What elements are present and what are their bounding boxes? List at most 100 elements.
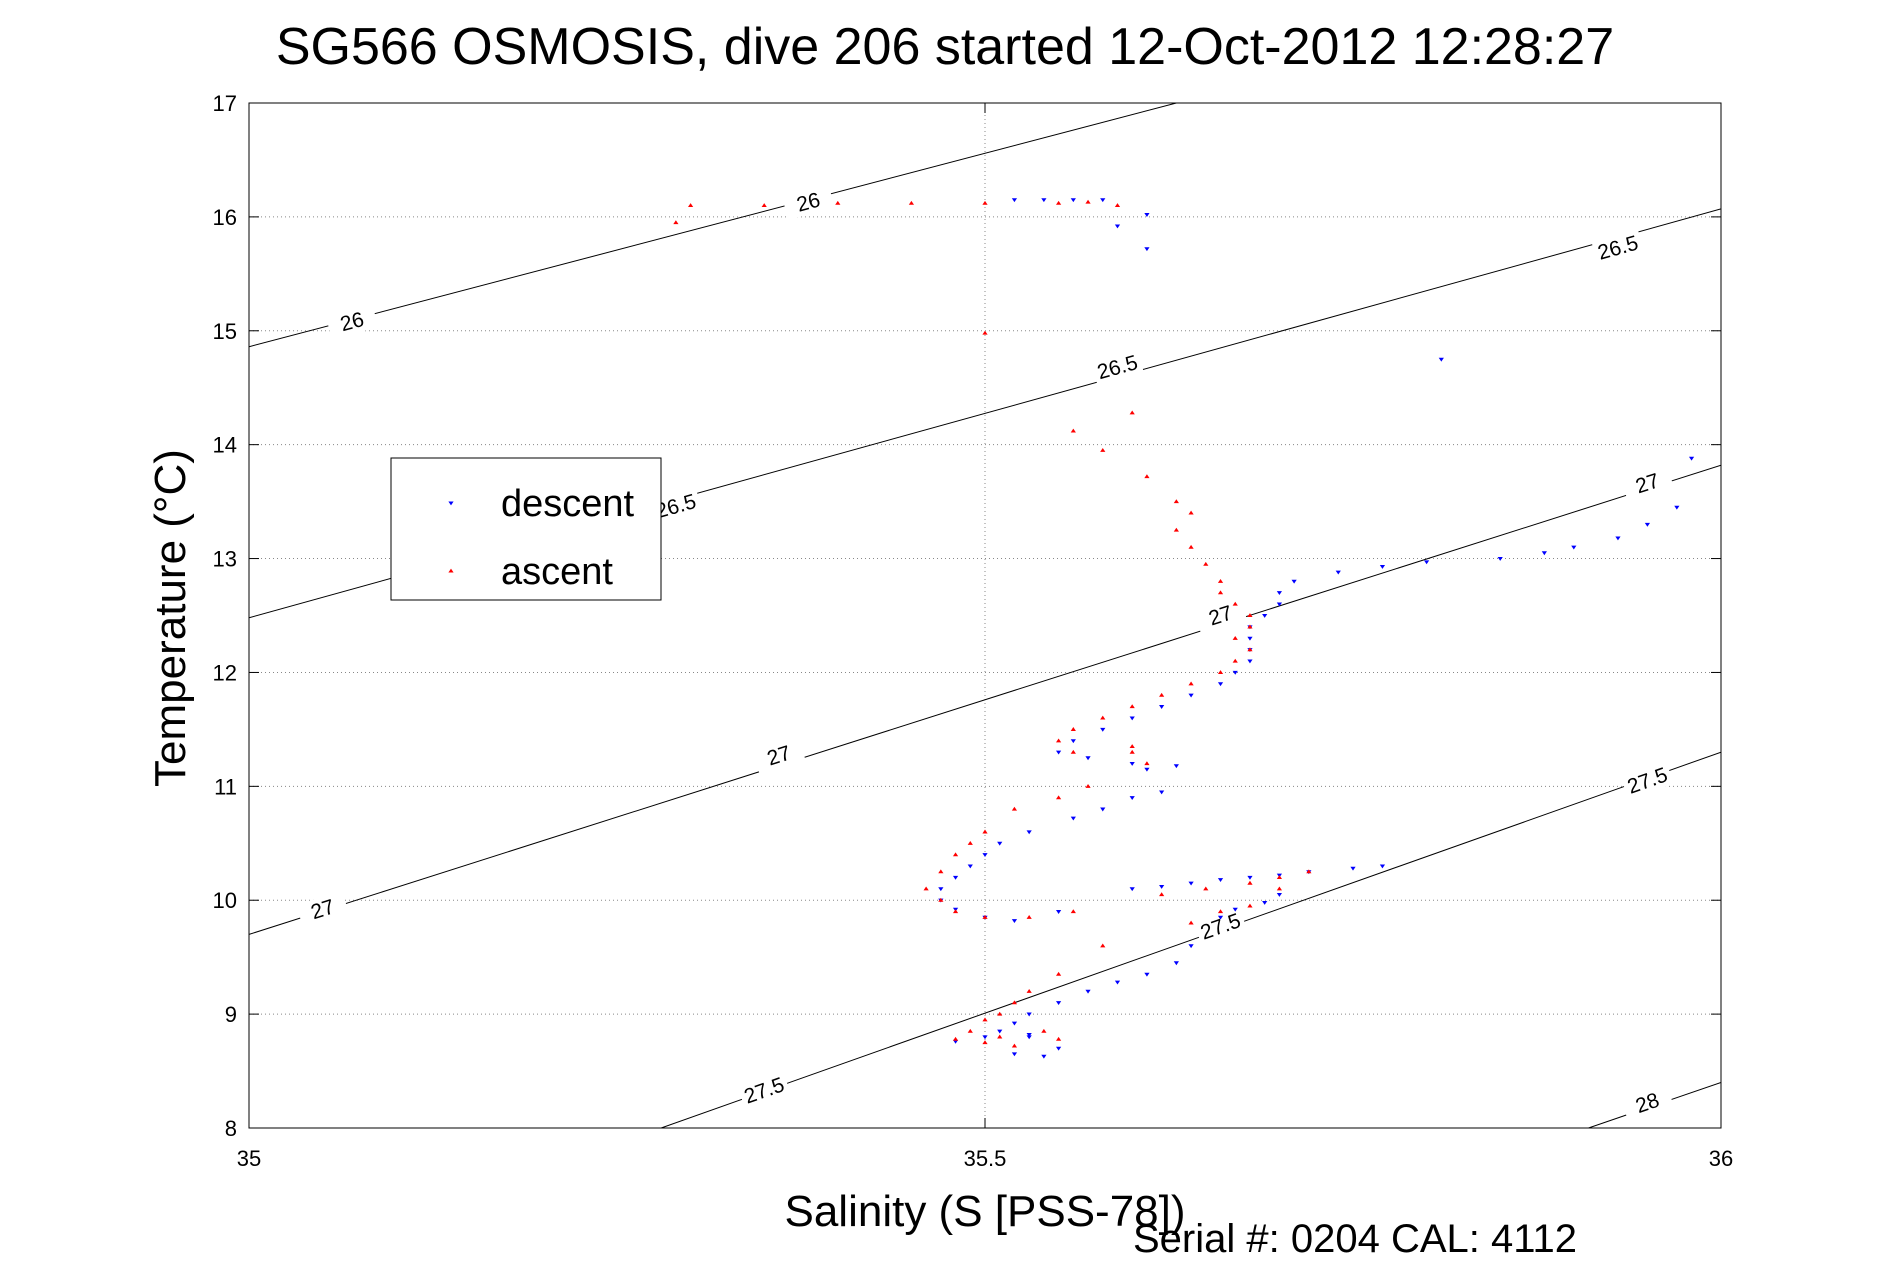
descent-point (1379, 864, 1386, 869)
legend-descent-marker (448, 501, 454, 506)
descent-point (1144, 767, 1150, 772)
descent-point (1129, 796, 1135, 801)
descent-point (938, 887, 944, 892)
descent-point (967, 864, 973, 869)
ascent-point (1247, 624, 1253, 629)
descent-point (1424, 560, 1430, 565)
ascent-point (1203, 886, 1209, 891)
y-tick-label: 16 (213, 205, 237, 230)
descent-point (1262, 613, 1268, 618)
ascent-point (1100, 943, 1106, 948)
x-tick-label: 36 (1709, 1146, 1733, 1171)
descent-point (1497, 556, 1503, 561)
legend-ascent-marker (448, 568, 454, 573)
descent-point (1056, 750, 1062, 755)
descent-point (1026, 1033, 1032, 1037)
ascent-point (1026, 988, 1032, 993)
descent-point (1247, 875, 1253, 880)
ascent-point (1085, 199, 1091, 204)
ascent-point (997, 1011, 1003, 1016)
ascent-point (1247, 613, 1253, 618)
descent-point (1644, 522, 1650, 527)
ascent-point (1100, 448, 1106, 452)
x-tick-label: 35.5 (964, 1146, 1007, 1171)
descent-point (1217, 878, 1224, 883)
ascent-point (1085, 783, 1091, 788)
descent-point (1114, 980, 1121, 985)
descent-point (1011, 1052, 1018, 1057)
ascent-point (1129, 704, 1135, 709)
y-tick-label: 10 (213, 888, 237, 913)
descent-point (1232, 907, 1238, 912)
ascent-point (1306, 869, 1312, 874)
descent-point (952, 1039, 959, 1044)
descent-point (1100, 807, 1106, 812)
descent-point (1217, 915, 1224, 920)
ascent-point (952, 852, 959, 857)
serial-cal-footer: Serial #: 0204 CAL: 4112 (1133, 1217, 1577, 1261)
ascent-point (1114, 203, 1121, 208)
descent-point (1041, 1054, 1047, 1059)
ascent-point (1188, 681, 1194, 686)
descent-point (1674, 505, 1680, 510)
ascent-point (761, 203, 767, 208)
contour-label: 26 (338, 308, 366, 336)
descent-point (1262, 900, 1268, 905)
descent-point (1541, 551, 1547, 556)
ascent-point (938, 869, 944, 874)
ascent-point (1026, 914, 1032, 919)
ascent-point (1276, 875, 1282, 880)
ascent-point (1217, 590, 1224, 595)
descent-point (1571, 545, 1577, 550)
y-tick-label: 8 (225, 1116, 237, 1141)
ascent-point (952, 909, 959, 914)
ascent-point (1247, 903, 1253, 908)
y-tick-label: 15 (213, 319, 237, 344)
legend-ascent-label: ascent (501, 551, 613, 593)
descent-point (1011, 919, 1018, 924)
descent-point (1026, 830, 1032, 835)
ascent-point (982, 200, 988, 205)
ascent-point (1232, 635, 1238, 640)
contour-label: 26.5 (1095, 351, 1141, 384)
ascent-point (982, 1040, 988, 1045)
ascent-point (982, 330, 988, 335)
ascent-point (1144, 761, 1150, 766)
density-contour-27 (249, 464, 1721, 935)
descent-point (1144, 972, 1150, 977)
y-tick-label: 17 (213, 91, 237, 116)
descent-point (1056, 910, 1062, 914)
descent-point (1011, 198, 1018, 203)
descent-point (1335, 570, 1341, 575)
chart-title: SG566 OSMOSIS, dive 206 started 12-Oct-2… (276, 18, 1614, 76)
ascent-point (967, 1028, 973, 1033)
ascent-point (1100, 715, 1106, 720)
density-contour-27.5 (660, 751, 1721, 1128)
contour-label: 27.5 (741, 1073, 787, 1108)
ascent-point (1159, 892, 1165, 897)
descent-point (1188, 881, 1194, 886)
descent-point (1159, 705, 1165, 709)
ascent-point (967, 840, 973, 845)
ascent-point (1217, 578, 1224, 583)
descent-point (952, 875, 959, 880)
ascent-point (1188, 544, 1194, 549)
descent-point (1070, 816, 1076, 821)
descent-point (1247, 659, 1253, 664)
descent-point (1085, 756, 1091, 761)
descent-point (1144, 247, 1150, 252)
ascent-point (1188, 510, 1194, 515)
ascent-point (1247, 880, 1253, 885)
descent-point (997, 841, 1003, 846)
contour-label: 27.5 (1624, 763, 1670, 798)
descent-point (1438, 357, 1444, 362)
descent-point (1188, 944, 1194, 949)
descent-point (1070, 198, 1076, 203)
descent-point (1011, 1021, 1018, 1026)
descent-point (1056, 1046, 1062, 1051)
descent-point (1291, 579, 1297, 584)
descent-point (1232, 670, 1238, 675)
ascent-point (1203, 561, 1209, 566)
ascent-point (1188, 920, 1194, 925)
